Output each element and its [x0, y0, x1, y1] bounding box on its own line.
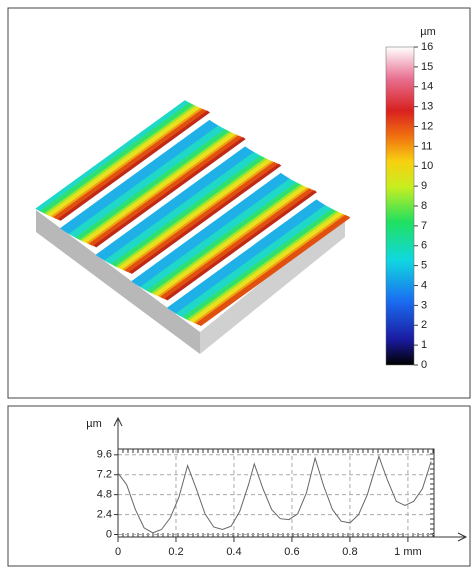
x-axis-arrow — [457, 532, 468, 542]
colorbar-unit: µm — [420, 26, 436, 38]
x-tick-label: 0.4 — [226, 546, 241, 558]
surface-band — [129, 163, 282, 274]
y-tick-label: 0 — [106, 528, 112, 540]
surface-band — [164, 190, 317, 301]
colorbar-tick-label: 6 — [421, 240, 427, 252]
x-tick-label: 0.2 — [168, 546, 183, 558]
colorbar-tick-label: 11 — [421, 140, 432, 152]
colorbar-tick-label: 14 — [421, 81, 433, 93]
y-axis-label: µm — [86, 418, 102, 430]
colorbar-tick-label: 13 — [421, 101, 433, 113]
y-tick-label: 2.4 — [97, 508, 112, 520]
x-tick-label: 0.6 — [284, 546, 299, 558]
y-tick-label: 7.2 — [97, 469, 112, 481]
surface-band — [198, 215, 351, 327]
colorbar-tick-label: 4 — [421, 279, 427, 291]
colorbar-tick-label: 3 — [421, 299, 427, 311]
colorbar — [385, 46, 415, 366]
y-axis-arrow — [113, 416, 123, 427]
base-side — [36, 210, 200, 354]
surface-3d — [35, 100, 351, 354]
profile-plot: 0 2.4 4.8 7.2 9.6 0 0.2 0.4 0.6 0.8 1 mm — [97, 416, 468, 558]
y-tick-label: 9.6 — [97, 449, 112, 461]
colorbar-tick-label: 15 — [421, 61, 433, 73]
colorbar-tick-label: 2 — [421, 319, 427, 331]
colorbar-tick-label: 9 — [421, 180, 427, 192]
colorbar-tick-label: 0 — [421, 359, 427, 371]
profile-line — [117, 454, 432, 534]
colorbar-tick-label: 1 — [421, 339, 427, 351]
x-tick-label: 1 mm — [394, 546, 422, 558]
surface-band — [57, 110, 211, 221]
colorbar-tick-label: 7 — [421, 220, 427, 232]
base-side — [200, 215, 345, 354]
profile-panel — [7, 405, 471, 567]
y-tick-label: 4.8 — [97, 489, 112, 501]
colorbar-tick-label: 12 — [421, 120, 433, 132]
colorbar-tick-label: 8 — [421, 200, 427, 212]
surface-band — [93, 137, 246, 248]
colorbar-tick-label: 16 — [421, 41, 433, 53]
x-tick-label: 0 — [115, 546, 121, 558]
x-tick-label: 0.8 — [342, 546, 357, 558]
colorbar-tick-label: 5 — [421, 260, 427, 272]
colorbar-tick-label: 10 — [421, 160, 433, 172]
